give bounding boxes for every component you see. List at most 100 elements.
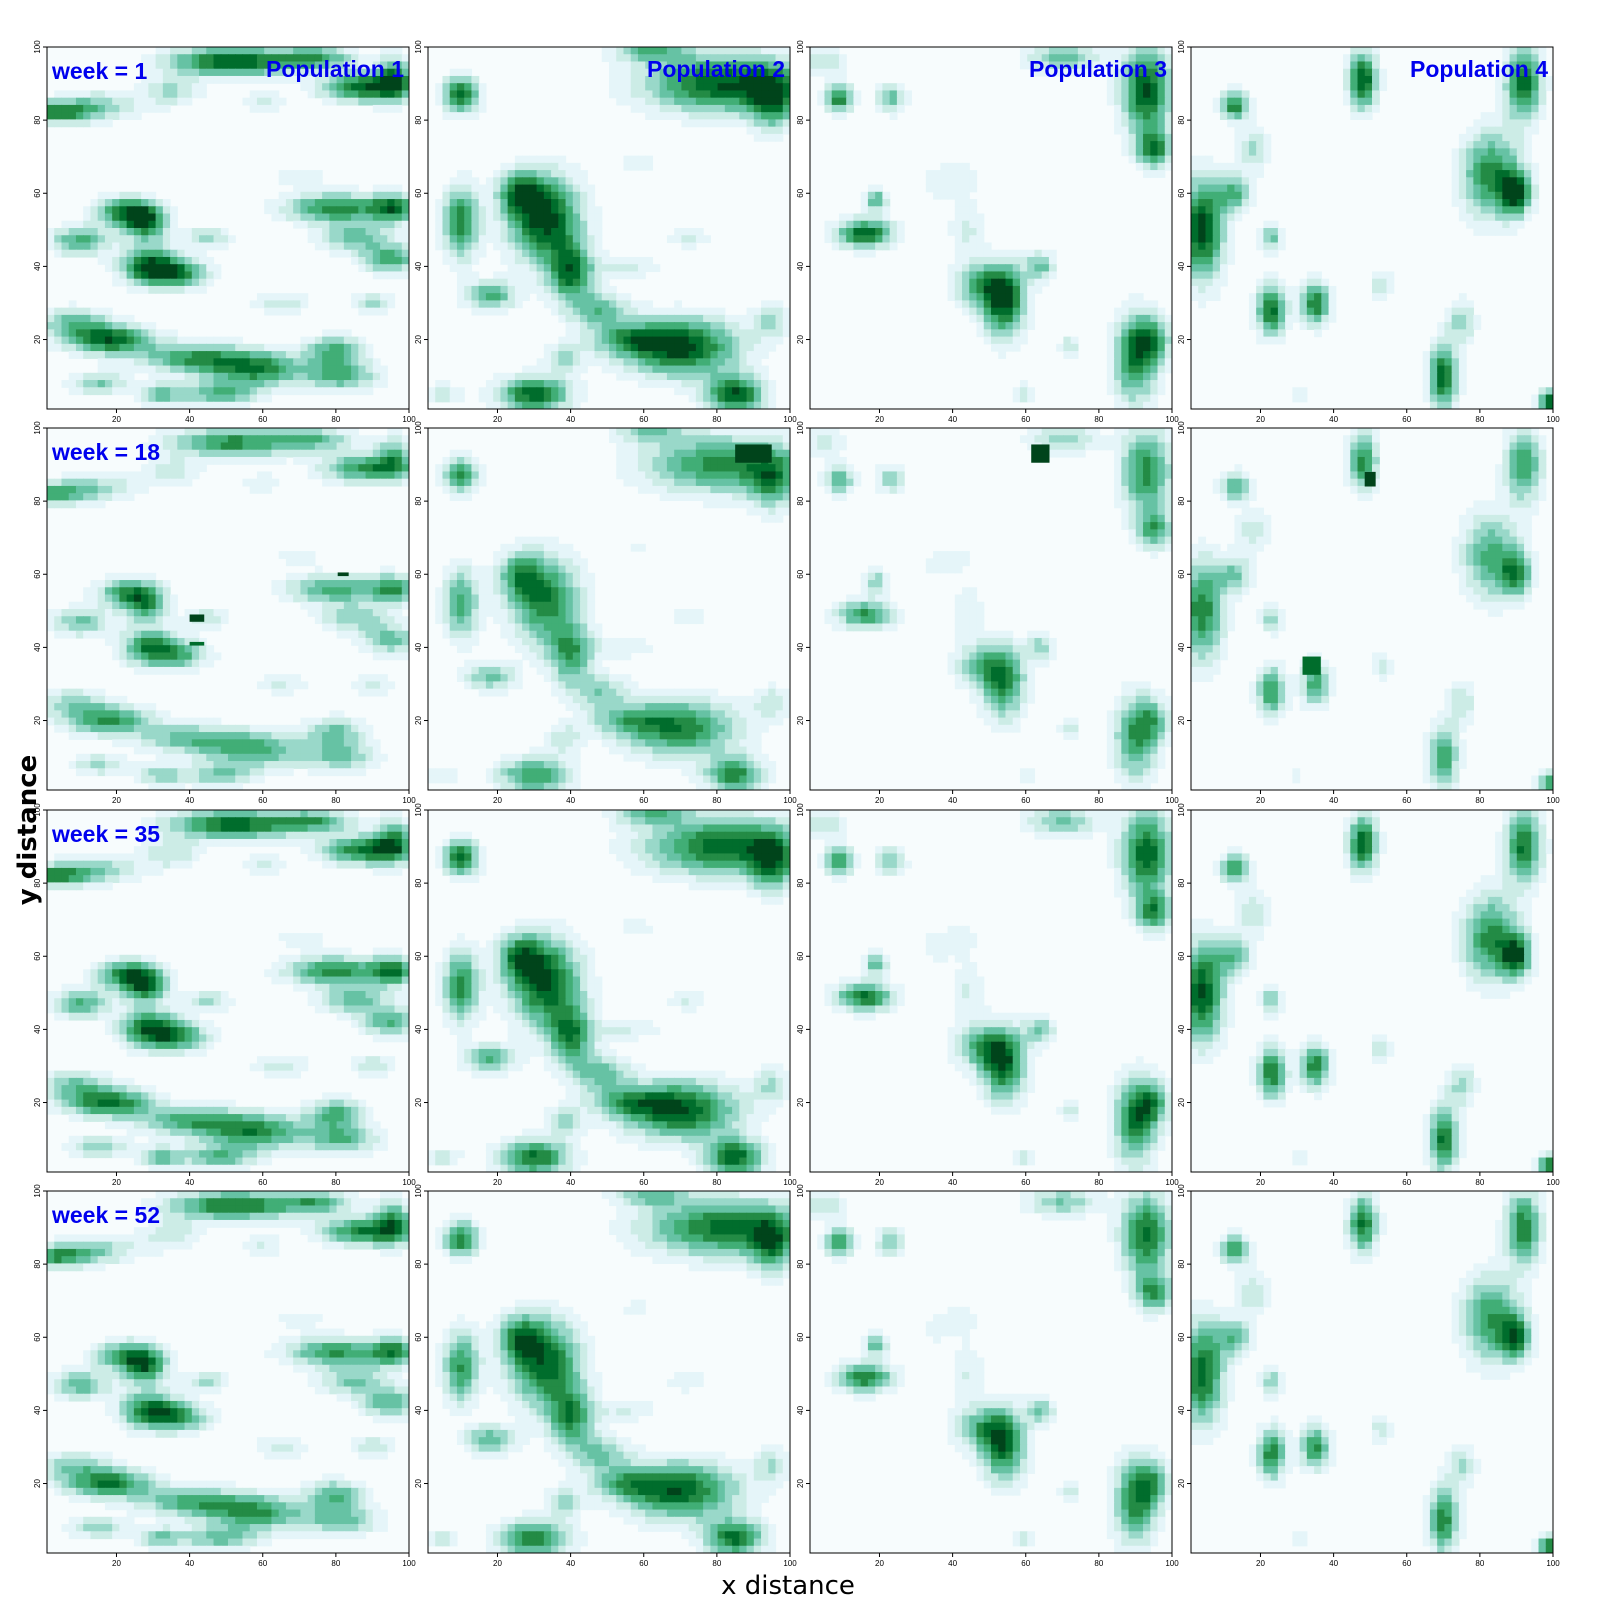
heat-cell [126,645,135,654]
heat-cell [587,322,596,330]
heat-cell [896,235,905,244]
heat-cell [485,191,494,200]
heat-cell [1019,322,1028,330]
heat-cell [991,278,999,287]
heat-cell [1212,97,1221,106]
heat-cell [141,724,149,733]
heat-cell [133,199,142,207]
heat-cell [322,616,330,625]
heat-cell [695,343,704,352]
heat-cell [529,380,538,388]
heat-cell [119,271,128,280]
heat-cell [768,401,777,409]
heat-cell [962,199,970,207]
heat-cell [293,372,301,381]
heat-cell [1157,322,1166,330]
heat-cell [536,206,545,215]
heat-cell [688,372,697,381]
heat-cell [471,228,480,236]
heat-cell [572,358,581,367]
heat-cell [947,177,956,186]
heat-cell [616,300,625,309]
x-tick-label: 20 [875,415,884,424]
heat-cell [191,724,200,733]
heat-cell [587,213,596,222]
heat-cell [228,75,236,84]
heat-cell [1128,148,1137,157]
heat-cell [162,285,171,294]
heat-cell [609,358,617,367]
heat-cell [336,580,345,588]
heat-cell [464,228,473,236]
heat-cell [1234,213,1243,222]
heat-cell [307,47,316,55]
heat-cell [703,329,711,338]
heat-cell [155,104,164,113]
heat-cell [1531,162,1540,171]
heat-cell [1027,394,1036,403]
heat-cell [732,351,740,359]
heat-cell [1157,365,1166,374]
heat-cell [213,358,222,367]
heat-cell [529,372,538,381]
heat-cell [1077,61,1086,70]
heat-cell [83,314,92,323]
heat-cell [688,322,697,330]
heat-cell [148,580,157,588]
heat-cell [1437,394,1445,403]
heat-cell [75,228,84,236]
heat-cell [141,471,149,480]
panel-frame [46,46,410,410]
heat-cell [478,83,487,92]
heat-cell [710,68,719,77]
heat-cell [322,213,330,222]
heat-cell [522,184,530,193]
heat-cell [456,220,465,229]
heat-cell [1524,148,1532,157]
heat-cell [199,464,207,473]
heat-cell [322,242,330,251]
heat-cell [394,191,403,200]
heat-cell [112,206,120,215]
heat-cell [536,199,545,207]
heat-cell [1234,155,1243,164]
heat-cell [358,580,367,588]
heat-cell [645,68,654,77]
heat-cell [307,456,316,465]
heat-cell [75,717,84,726]
heat-cell [652,54,661,63]
heat-cell [623,329,632,338]
heat-cell [285,300,294,309]
heat-cell [1135,387,1144,396]
heat-cell [529,387,538,396]
heat-cell [442,235,451,244]
heat-cell [322,761,330,769]
heat-cell [601,300,610,309]
heat-cell [191,623,200,632]
heat-cell [1422,365,1431,374]
heat-cell [1143,47,1151,55]
heat-cell [387,681,396,690]
heat-cell [674,351,682,359]
heat-cell [1121,380,1130,388]
heat-cell [177,54,186,63]
heat-cell [1509,191,1518,200]
heat-cell [442,206,451,215]
heat-cell [54,343,63,352]
heat-cell [184,401,193,409]
heat-cell [148,213,157,222]
heat-cell [601,343,610,352]
heat-cell [1121,133,1130,142]
heat-cell [83,587,92,596]
heat-cell [220,387,229,396]
heat-cell [456,170,465,178]
y-tick-label: 80 [33,115,42,124]
heat-cell [601,365,610,374]
heat-cell [456,112,465,120]
heat-cell [1063,336,1072,345]
heat-cell [126,199,135,207]
heat-cell [666,343,675,352]
heat-cell [1191,155,1199,164]
heat-cell [543,401,552,409]
heat-cell [184,659,193,668]
